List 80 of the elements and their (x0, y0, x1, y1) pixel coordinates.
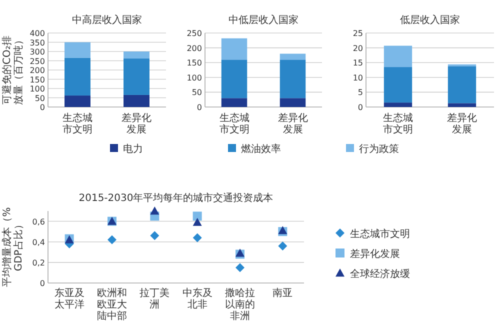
bar (221, 98, 248, 107)
bar (280, 60, 306, 98)
y-axis-title: 平均增量成本（% GDP占比） (0, 207, 24, 287)
bar (384, 67, 412, 103)
bar (280, 54, 306, 60)
x-tick-label: 差异化发展 (122, 112, 152, 136)
y-tick-label: 50 (192, 88, 202, 98)
legend-label: 差异化发展 (350, 248, 400, 260)
legend-label: 行为政策 (359, 143, 399, 155)
y-tick-label: 100 (186, 73, 202, 82)
bar (64, 58, 90, 96)
chart-title: 中高层收入国家 (72, 14, 142, 26)
x-tick-label: 生态城市文明 (383, 112, 413, 136)
y-tick-label: 15 (352, 58, 363, 68)
legend-entry: 行为政策 (346, 144, 399, 155)
x-tick-label: 欧洲和欧亚大陆中部 (97, 287, 127, 322)
point (150, 206, 160, 215)
y-tick-label: 200 (186, 44, 202, 53)
bar (384, 102, 412, 107)
x-tick-label: 撒哈拉以南的非洲 (225, 287, 255, 322)
point (236, 263, 244, 272)
legend-entry: 生态城市文明 (336, 228, 410, 240)
x-tick-label: 差异化发展 (278, 112, 308, 136)
y-tick-label: 0 (40, 103, 45, 112)
bar (64, 96, 90, 107)
legend-label: 全球经济放缓 (350, 268, 410, 280)
y-axis-title: 可避免的CO₂排放量（百万吨） (0, 35, 24, 105)
y-tick-label: 50 (34, 94, 45, 103)
y-tick-label: 250 (30, 56, 45, 66)
chart-title: 低层收入国家 (400, 14, 460, 26)
x-tick-label: 中东及北非 (182, 287, 212, 310)
x-tick-label: 东亚及太平洋 (54, 287, 84, 310)
point (192, 218, 202, 226)
y-tick-label: 200 (30, 66, 45, 75)
y-tick-label: 350 (30, 38, 45, 48)
y-tick-label: 0 (196, 103, 202, 112)
y-tick-label: 0 (358, 103, 363, 112)
point (192, 233, 202, 242)
y-tick-label: 300 (30, 48, 45, 56)
bar (280, 98, 306, 107)
y-tick-label: 150 (186, 58, 202, 68)
point (108, 235, 116, 244)
legend-entry: 全球经济放缓 (336, 268, 410, 280)
bar (221, 38, 248, 60)
y-tick-label: 0 (40, 279, 45, 288)
x-tick-label: 拉丁美洲 (140, 287, 170, 310)
y-tick-label: 0,6 (32, 217, 45, 226)
y-tick-label: 20 (352, 44, 363, 53)
y-tick-label: 5 (358, 88, 363, 98)
y-tick-label: 150 (30, 75, 45, 84)
y-tick-label: 400 (30, 29, 45, 38)
bar (124, 94, 150, 107)
x-tick-label: 生态城市文明 (219, 112, 250, 136)
bar (221, 60, 248, 98)
point (192, 212, 202, 221)
legend-label: 燃油效率 (241, 143, 281, 155)
legend-label: 电力 (123, 143, 143, 155)
legend-entry: 电力 (110, 144, 143, 155)
bar (448, 66, 476, 104)
x-tick-label: 差异化发展 (447, 112, 477, 136)
bar (448, 103, 476, 107)
y-tick-label: 10 (352, 73, 363, 82)
y-tick-label: 100 (30, 84, 45, 94)
bar (384, 46, 412, 68)
y-tick-label: 25 (352, 29, 363, 38)
y-tick-label: 0,4 (32, 238, 45, 247)
y-tick-label: 250 (186, 29, 202, 38)
legend-entry: 差异化发展 (336, 248, 400, 260)
y-tick-label: 0,2 (32, 258, 45, 268)
x-tick-label: 南亚 (272, 287, 293, 299)
legend-entry: 燃油效率 (228, 144, 281, 155)
point (278, 241, 288, 250)
bar (64, 42, 90, 58)
bar (124, 58, 150, 95)
chart-title: 中低层收入国家 (228, 14, 298, 26)
point (150, 231, 160, 240)
legend-label: 生态城市文明 (350, 228, 410, 240)
chart-title: 2015-2030年平均每年的城市交通投资成本 (78, 192, 274, 204)
bar (124, 52, 150, 59)
x-tick-label: 生态城市文明 (62, 112, 92, 136)
